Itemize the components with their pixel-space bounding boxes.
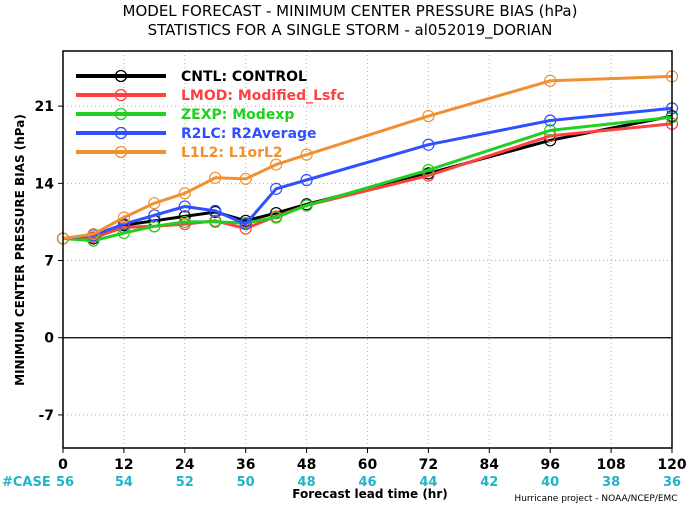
data-point bbox=[300, 173, 313, 187]
y-tick-label: 14 bbox=[35, 176, 55, 192]
data-point bbox=[178, 187, 191, 200]
data-point bbox=[209, 171, 222, 184]
case-count: 36 bbox=[663, 475, 681, 490]
x-tick-label: 48 bbox=[297, 457, 316, 473]
data-point bbox=[544, 124, 557, 137]
legend-item-4: L1L2: L1orL2 bbox=[76, 145, 283, 161]
credit-text: Hurricane project - NOAA/NCEP/EMC bbox=[514, 494, 677, 504]
legend-marker bbox=[114, 88, 128, 102]
plot-frame bbox=[62, 50, 673, 449]
data-point bbox=[270, 211, 283, 224]
case-counts: #CASE 56 54 52 50 48 46 44 42 40 38 36 bbox=[2, 475, 681, 490]
case-count: 52 bbox=[176, 475, 194, 490]
chart-subtitle: STATISTICS FOR A SINGLE STORM - al052019… bbox=[148, 21, 553, 40]
data-point bbox=[422, 138, 435, 151]
x-tick-label: 96 bbox=[540, 457, 559, 473]
legend-label: ZEXP: Modexp bbox=[181, 107, 294, 123]
data-point bbox=[270, 158, 283, 171]
legend-marker bbox=[114, 107, 128, 121]
case-count: 40 bbox=[541, 475, 559, 490]
y-axis-label: MINIMUM CENTER PRESSURE BIAS (hPa) bbox=[13, 114, 27, 386]
data-point bbox=[178, 215, 191, 229]
data-point bbox=[178, 200, 191, 213]
x-tick-label: 36 bbox=[236, 457, 255, 473]
case-count: 54 bbox=[115, 475, 133, 490]
data-point bbox=[544, 74, 557, 87]
x-axis-label: Forecast lead time (hr) bbox=[292, 487, 448, 501]
case-count: 48 bbox=[298, 475, 316, 490]
data-point bbox=[422, 109, 435, 123]
x-tick-label: 108 bbox=[596, 457, 625, 473]
data-point bbox=[300, 199, 313, 212]
tick-labels: 0 12 24 36 48 60 72 84 96 108 120 -7 0 7 14 21 bbox=[35, 99, 687, 473]
legend-item-1: LMOD: Modified_Lsfc bbox=[76, 88, 345, 104]
x-tick-label: 60 bbox=[358, 457, 378, 473]
case-count: 46 bbox=[358, 475, 376, 490]
data-point bbox=[87, 227, 100, 241]
case-count: 38 bbox=[602, 475, 620, 490]
case-count: 56 bbox=[56, 475, 74, 490]
legend-label: CNTL: CONTROL bbox=[181, 69, 307, 85]
series-group bbox=[56, 70, 679, 247]
x-tick-label: 84 bbox=[480, 457, 500, 473]
case-count: 44 bbox=[419, 475, 437, 490]
x-tick-label: 120 bbox=[657, 457, 686, 473]
legend-marker bbox=[114, 145, 128, 159]
legend-label: L1L2: L1orL2 bbox=[181, 145, 283, 161]
series-1 bbox=[56, 117, 679, 245]
x-tick-label: 0 bbox=[58, 457, 68, 473]
x-tick-label: 72 bbox=[419, 457, 438, 473]
y-tick-label: 7 bbox=[44, 254, 54, 270]
case-count: 50 bbox=[237, 475, 255, 490]
grid bbox=[63, 51, 672, 448]
data-point bbox=[239, 172, 252, 186]
chart-title: MODEL FORECAST - MINIMUM CENTER PRESSURE… bbox=[123, 2, 578, 20]
y-tick-label: -7 bbox=[38, 408, 54, 424]
x-tick-label: 12 bbox=[114, 457, 133, 473]
case-label: #CASE bbox=[2, 475, 51, 490]
data-point bbox=[239, 218, 252, 231]
data-point bbox=[117, 211, 131, 224]
legend-item-2: ZEXP: Modexp bbox=[76, 107, 294, 123]
data-point bbox=[270, 182, 283, 195]
case-count: 42 bbox=[480, 475, 498, 490]
legend-marker bbox=[114, 126, 128, 140]
data-point bbox=[544, 114, 557, 127]
legend-item-0: CNTL: CONTROL bbox=[76, 69, 307, 85]
data-point bbox=[117, 226, 131, 240]
legend-label: R2LC: R2Average bbox=[181, 126, 317, 142]
y-tick-label: 0 bbox=[44, 331, 54, 347]
x-tick-label: 24 bbox=[175, 457, 195, 473]
legend-item-3: R2LC: R2Average bbox=[76, 126, 317, 142]
y-tick-label: 21 bbox=[35, 99, 54, 115]
data-point bbox=[209, 204, 222, 218]
legend: CNTL: CONTROL LMOD: Modified_Lsfc ZEXP: Mo… bbox=[76, 69, 345, 161]
data-point bbox=[422, 164, 435, 177]
data-point bbox=[148, 209, 161, 222]
legend-label: LMOD: Modified_Lsfc bbox=[181, 88, 345, 104]
legend-marker bbox=[114, 69, 128, 83]
data-point bbox=[148, 197, 161, 210]
data-point bbox=[300, 148, 313, 161]
